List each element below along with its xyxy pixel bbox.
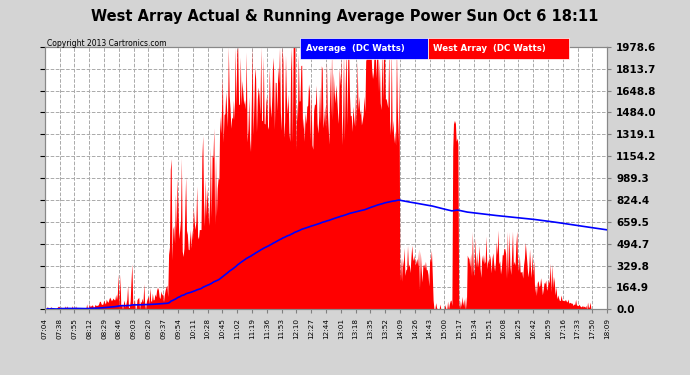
Text: Copyright 2013 Cartronics.com: Copyright 2013 Cartronics.com [47,39,166,48]
Text: West Array Actual & Running Average Power Sun Oct 6 18:11: West Array Actual & Running Average Powe… [91,9,599,24]
Text: Average  (DC Watts): Average (DC Watts) [306,44,404,53]
Text: West Array  (DC Watts): West Array (DC Watts) [433,44,546,53]
